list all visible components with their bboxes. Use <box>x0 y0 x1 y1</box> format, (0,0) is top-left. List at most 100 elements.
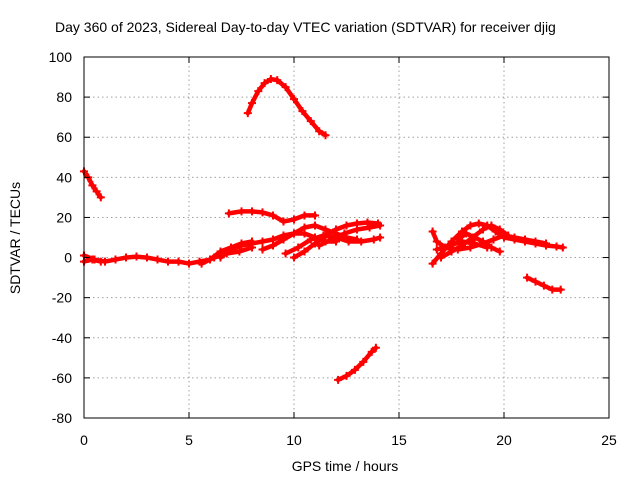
x-tick-label: 0 <box>80 432 88 448</box>
data-point <box>237 207 246 216</box>
y-tick-label: -20 <box>52 290 72 306</box>
x-tick-label: 25 <box>601 432 617 448</box>
x-tick-label: 20 <box>496 432 512 448</box>
data-point <box>428 259 437 268</box>
series-arc-high <box>245 76 328 138</box>
data-point <box>222 249 231 258</box>
data-point <box>210 253 219 262</box>
data-point <box>466 221 475 230</box>
data-point <box>315 127 324 136</box>
x-axis-label: GPS time / hours <box>292 458 399 474</box>
y-tick-label: 40 <box>56 169 72 185</box>
data-point <box>290 253 298 262</box>
data-point <box>367 347 376 356</box>
data-point <box>258 208 267 217</box>
x-tick-label: 5 <box>185 432 193 448</box>
y-tick-label: 0 <box>64 250 72 266</box>
data-point <box>437 253 445 262</box>
data-point <box>334 375 343 384</box>
data-point <box>174 257 183 266</box>
data-point <box>487 221 496 230</box>
data-point <box>369 235 378 244</box>
data-point <box>428 227 437 236</box>
data-point <box>342 371 351 380</box>
data-point <box>269 241 277 250</box>
data-point <box>342 221 351 230</box>
data-point <box>432 237 441 246</box>
data-point <box>552 242 561 251</box>
data-point <box>273 76 282 85</box>
data-point <box>300 223 309 232</box>
data-point <box>197 259 206 268</box>
data-point <box>153 255 162 264</box>
data-point <box>132 252 141 261</box>
data-point <box>531 237 540 246</box>
data-point <box>281 249 290 258</box>
data-point <box>531 277 540 286</box>
data-point <box>266 75 275 84</box>
data-point <box>344 237 353 246</box>
data-point <box>111 255 120 264</box>
data-point <box>350 365 359 374</box>
data-point <box>290 229 298 238</box>
data-point <box>495 247 504 256</box>
data-point <box>376 221 385 230</box>
data-point <box>359 357 368 366</box>
data-point <box>243 109 252 118</box>
data-point <box>164 257 172 266</box>
data-point <box>376 233 385 242</box>
data-point <box>340 229 349 238</box>
data-point <box>479 225 487 234</box>
data-point <box>306 235 315 244</box>
data-point <box>357 237 366 246</box>
data-point <box>363 218 372 227</box>
data-point <box>248 99 256 108</box>
y-axis-ticks: -80 -60 -40 -20 0 20 40 60 80 100 <box>49 49 609 426</box>
data-point <box>311 221 319 230</box>
data-point <box>539 281 548 290</box>
y-tick-label: 60 <box>56 129 72 145</box>
data-point <box>489 235 498 244</box>
data-point <box>445 241 454 250</box>
data-point <box>353 225 361 234</box>
data-point <box>556 285 565 294</box>
data-point <box>504 231 513 240</box>
data-point <box>311 239 319 248</box>
x-tick-label: 15 <box>391 432 407 448</box>
data-point <box>258 245 267 254</box>
data-point <box>235 247 244 256</box>
data-series <box>80 75 567 384</box>
data-point <box>96 257 105 266</box>
data-point <box>306 117 315 126</box>
data-point <box>470 239 479 248</box>
data-point <box>88 255 97 264</box>
data-point <box>279 217 288 226</box>
data-point <box>365 223 374 232</box>
data-point <box>474 219 483 228</box>
data-point <box>248 243 256 252</box>
data-point <box>279 235 288 244</box>
data-point <box>432 245 441 254</box>
data-point <box>294 243 303 252</box>
x-tick-label: 10 <box>286 432 302 448</box>
data-point <box>327 235 336 244</box>
data-point <box>300 247 309 256</box>
data-point <box>269 211 277 220</box>
data-point <box>254 87 263 96</box>
data-point <box>495 225 504 234</box>
data-point <box>548 285 557 294</box>
chart-title: Day 360 of 2023, Sidereal Day-to-day VTE… <box>55 19 556 35</box>
data-point <box>258 237 267 246</box>
data-point <box>290 95 298 104</box>
data-point <box>319 231 328 240</box>
data-point <box>521 235 529 244</box>
plot-frame <box>83 56 610 419</box>
y-tick-label: 20 <box>56 209 72 225</box>
y-tick-label: -40 <box>52 330 72 346</box>
data-point <box>224 209 233 218</box>
data-point <box>523 273 532 282</box>
data-point <box>300 211 309 220</box>
data-point <box>248 207 256 216</box>
data-point <box>96 193 105 202</box>
